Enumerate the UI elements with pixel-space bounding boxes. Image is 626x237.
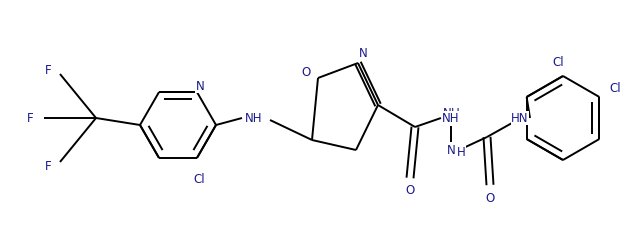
Text: Cl: Cl — [193, 173, 205, 187]
Text: O: O — [485, 191, 495, 205]
Text: H: H — [456, 146, 465, 159]
Text: NH: NH — [245, 111, 263, 124]
Text: NH: NH — [442, 111, 459, 124]
Text: F: F — [45, 160, 52, 173]
Text: F: F — [45, 64, 52, 77]
Text: N: N — [446, 143, 455, 156]
Text: O: O — [301, 67, 310, 79]
Text: F: F — [28, 111, 34, 124]
Text: N: N — [443, 106, 451, 119]
Text: Cl: Cl — [610, 82, 621, 96]
Text: Cl: Cl — [552, 55, 564, 68]
Text: N: N — [359, 46, 367, 59]
Text: O: O — [406, 184, 414, 197]
Text: HN: HN — [511, 111, 529, 124]
Text: H: H — [451, 106, 459, 119]
Text: N: N — [195, 80, 204, 93]
